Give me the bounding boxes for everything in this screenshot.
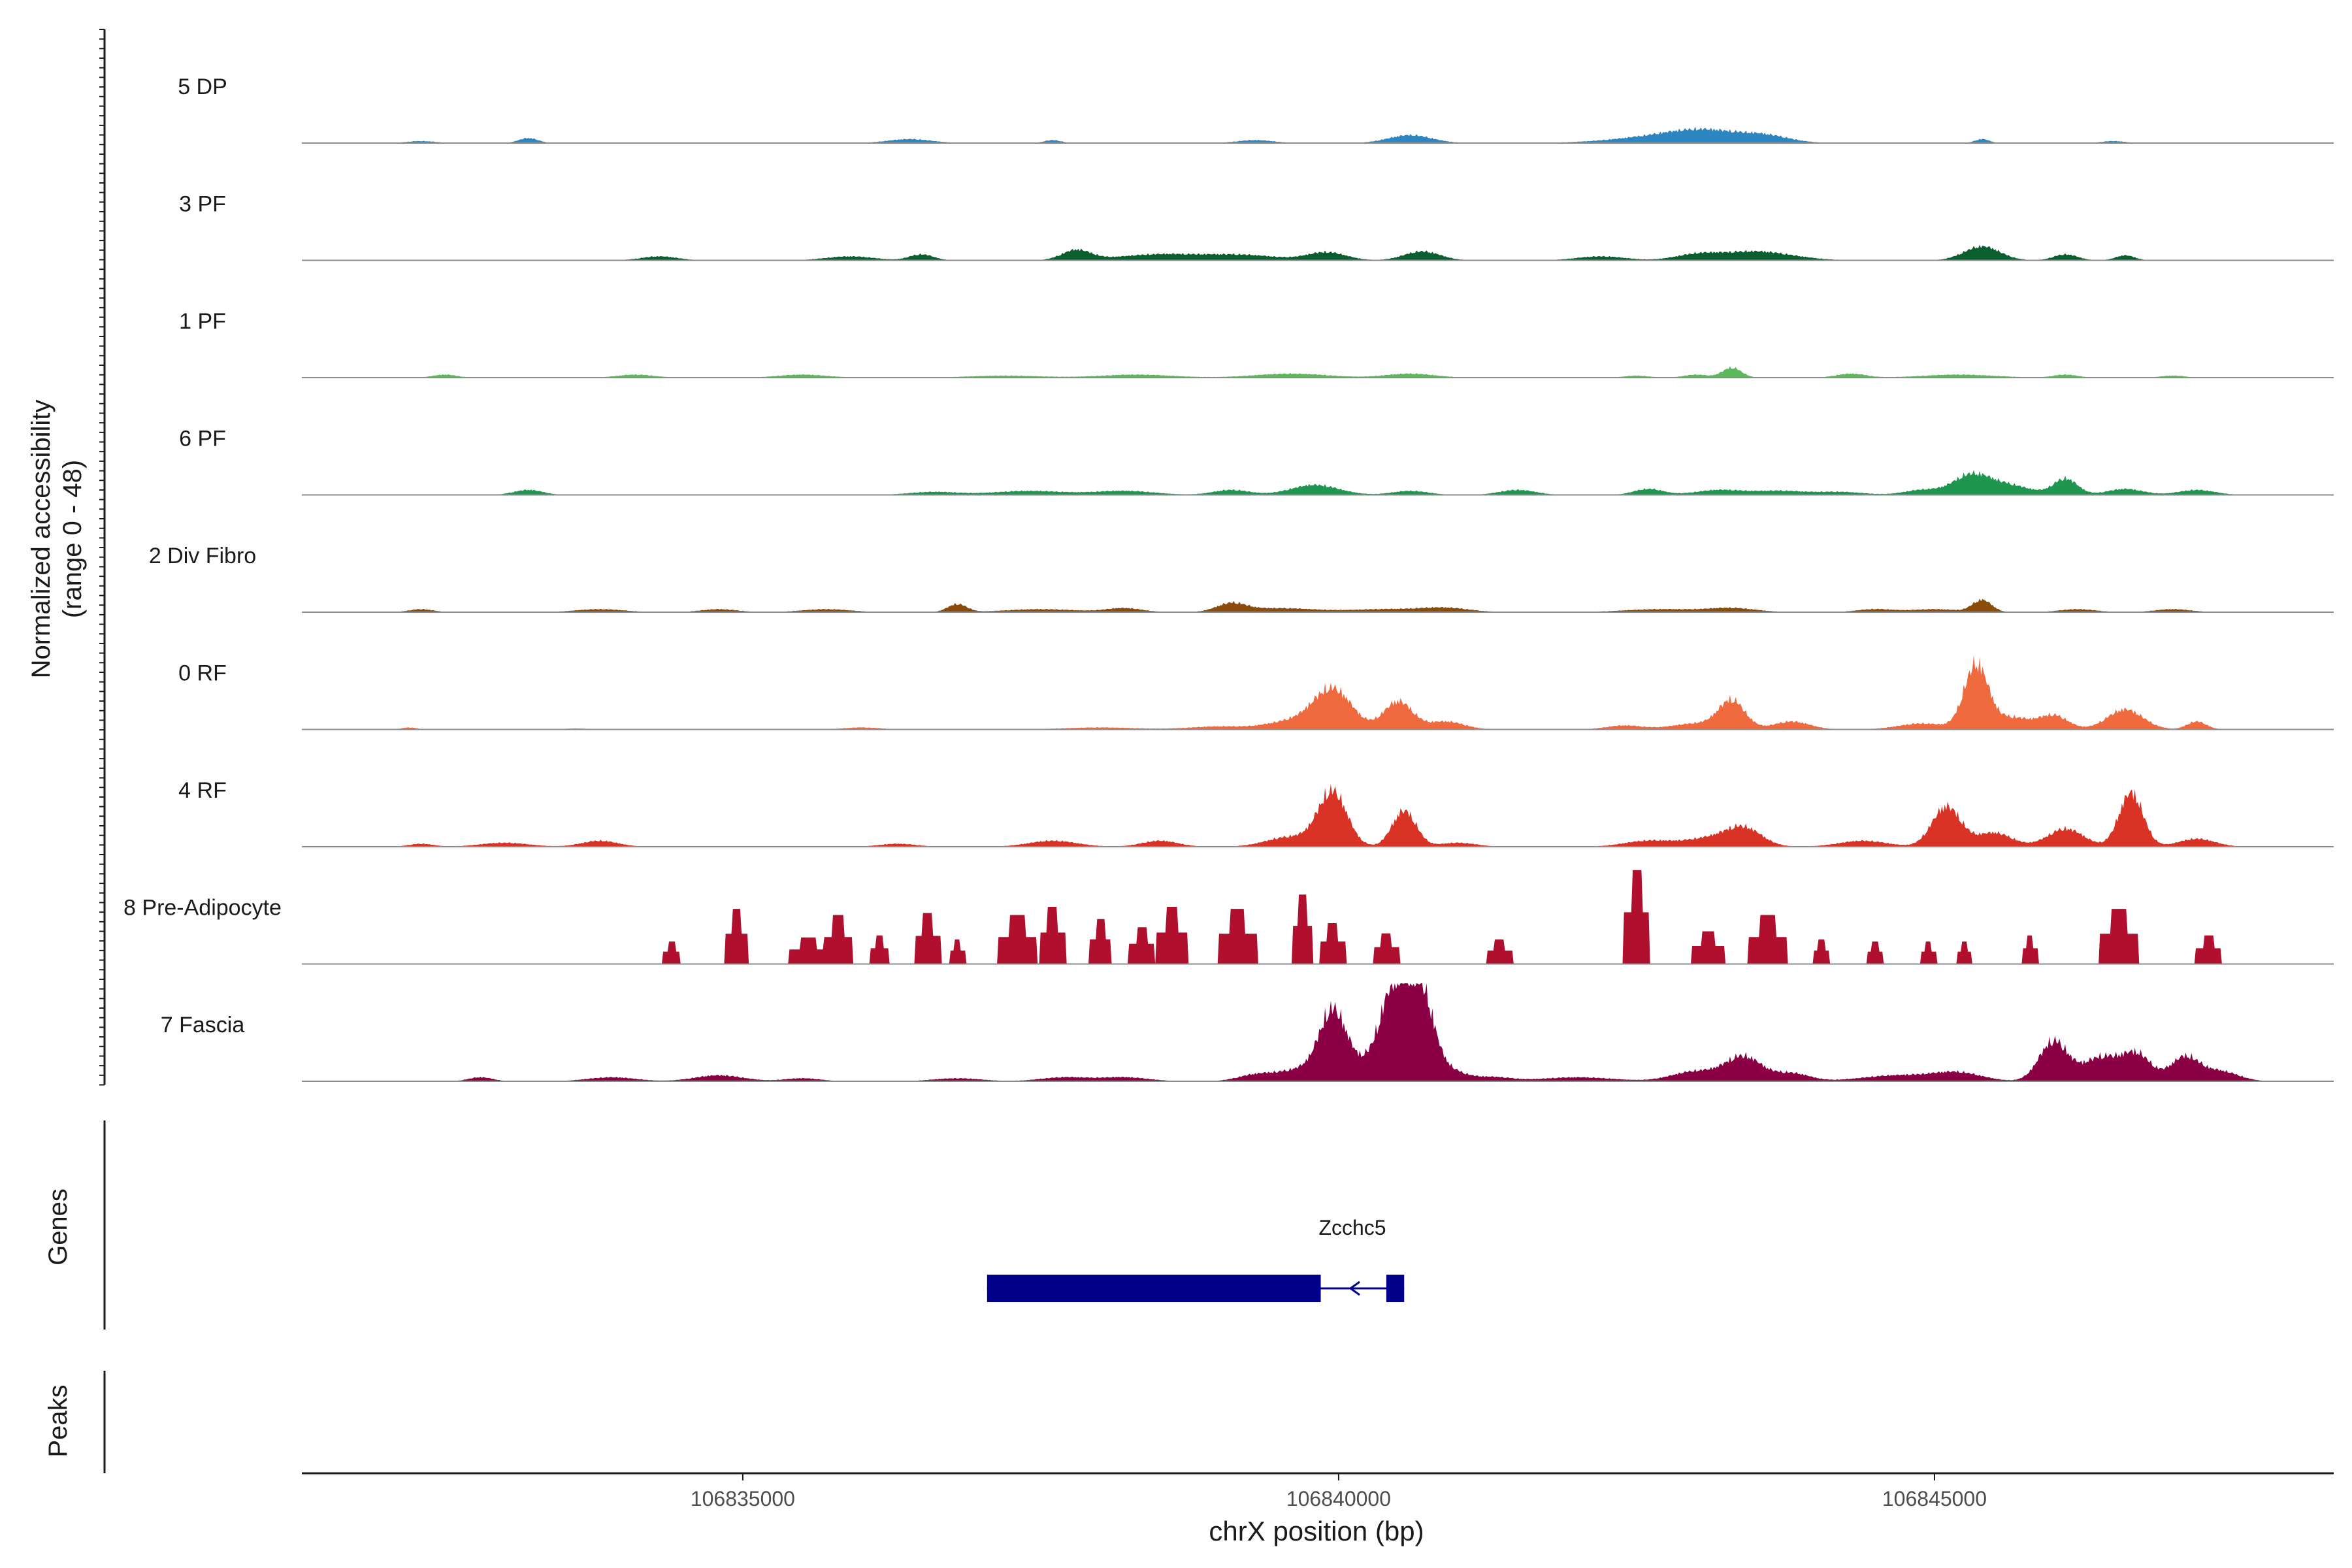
track-2-div-fibro: 2 Div Fibro — [149, 544, 2334, 613]
track-label: 4 RF — [178, 778, 227, 803]
track-label: 6 PF — [179, 427, 226, 451]
track-label: 1 PF — [179, 309, 226, 334]
x-axis: 106835000 106840000 106845000 — [302, 1472, 2334, 1511]
x-axis-tick-label: 106840000 — [1286, 1487, 1391, 1511]
coverage-area — [302, 870, 2334, 964]
gene-exon — [987, 1275, 1321, 1302]
peaks-track-label: Peaks — [44, 1384, 73, 1457]
track-7-fascia: 7 Fascia — [161, 983, 2334, 1082]
y-axis-label-line2: (range 0 - 48) — [58, 460, 87, 618]
track-label: 7 Fascia — [161, 1013, 245, 1037]
track-3-pf: 3 PF — [179, 192, 2334, 261]
track-6-pf: 6 PF — [179, 427, 2334, 496]
gene-name: Zcchc5 — [1318, 1216, 1386, 1239]
coverage-tracks: 5 DP 3 PF 1 PF 6 PF 2 Div Fibro 0 RF 4 RF 8 Pre… — [123, 74, 2334, 1082]
coverage-area — [302, 598, 2334, 612]
coverage-area — [302, 366, 2334, 378]
gene-exon — [1386, 1275, 1405, 1302]
coverage-area — [302, 983, 2334, 1081]
track-0-rf: 0 RF — [178, 655, 2334, 730]
track-5-dp: 5 DP — [178, 74, 2334, 144]
coverage-area — [302, 470, 2334, 495]
x-axis-tick-label: 106835000 — [691, 1487, 795, 1511]
left-axis — [99, 29, 106, 1086]
x-axis-tick-label: 106845000 — [1882, 1487, 1987, 1511]
coverage-area — [302, 126, 2334, 143]
strand-arrow-icon — [1348, 1281, 1360, 1296]
coverage-area — [302, 244, 2334, 261]
gene-track: Zcchc5 — [103, 1120, 1405, 1330]
track-label: 2 Div Fibro — [149, 544, 256, 568]
track-label: 3 PF — [179, 192, 226, 217]
y-axis-label-line1: Normalized accessibility — [27, 400, 56, 679]
track-1-pf: 1 PF — [179, 309, 2334, 378]
x-axis-label: chrX position (bp) — [1209, 1516, 1424, 1546]
coverage-area — [302, 655, 2334, 730]
track-label: 0 RF — [178, 661, 227, 686]
track-label: 8 Pre-Adipocyte — [123, 896, 282, 921]
track-label: 5 DP — [178, 74, 227, 99]
track-4-rf: 4 RF — [178, 778, 2334, 847]
genes-track-label: Genes — [44, 1188, 73, 1266]
track-8-pre-adipocyte: 8 Pre-Adipocyte — [123, 870, 2334, 965]
coverage-area — [302, 784, 2334, 847]
